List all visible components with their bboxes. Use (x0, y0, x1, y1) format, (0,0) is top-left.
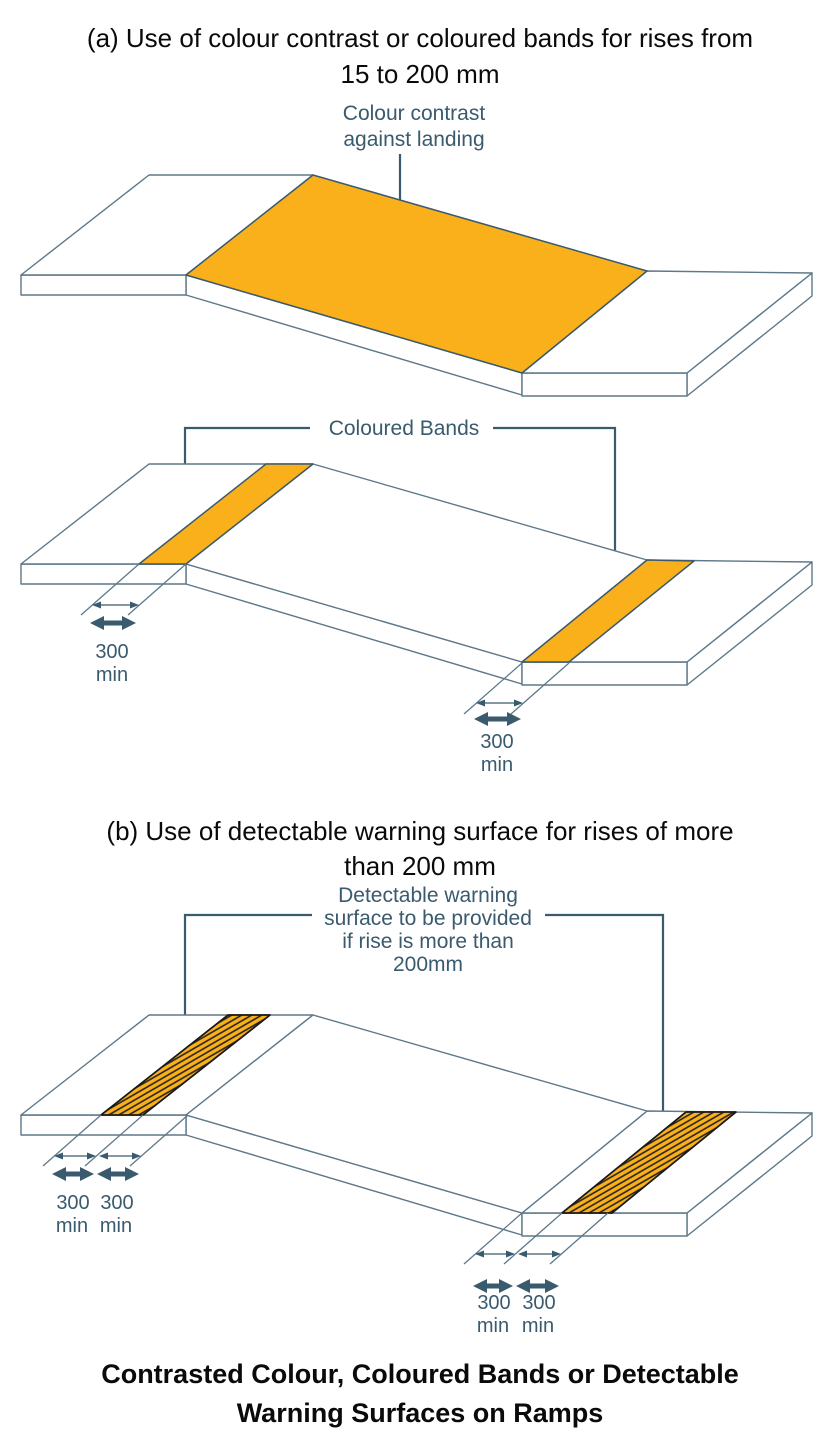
extension-line (42, 1114, 102, 1167)
thick-double-arrow-icon (516, 1279, 559, 1293)
warning-label-line1: Detectable warning (338, 884, 518, 907)
section-a-title-line2: 15 to 200 mm (341, 59, 500, 89)
warning-label-line2: surface to be provided (324, 907, 532, 930)
thick-double-arrow-icon (52, 1167, 94, 1181)
extension-line (129, 1114, 189, 1167)
thin-double-arrow-icon (99, 1152, 141, 1160)
left-landing-front-face (20, 274, 187, 296)
dimension-qualifier: min (100, 1215, 132, 1237)
warning-band-right-hatch (561, 1111, 737, 1214)
coloured-band-right (521, 559, 695, 663)
dimension-qualifier: min (522, 1315, 554, 1337)
dimension-qualifier: min (481, 754, 513, 776)
diagram-detectable-warning: Detectable warning surface to be provide… (20, 884, 813, 1337)
extension-line (510, 662, 570, 715)
thin-double-arrow-icon (54, 1152, 96, 1160)
section-b-title-line1: (b) Use of detectable warning surface fo… (106, 816, 733, 846)
extension-line (463, 1212, 523, 1265)
thick-double-arrow-icon (90, 616, 136, 630)
right-landing-front-face (521, 661, 688, 686)
thin-double-arrow-icon (476, 699, 523, 707)
ramp-surface-colour-contrast (185, 174, 648, 374)
warning-label-line3: if rise is more than (342, 930, 514, 953)
dimension-qualifier: min (477, 1315, 509, 1337)
extension-line (80, 563, 140, 616)
section-b-title: (b) Use of detectable warning surface fo… (106, 816, 733, 881)
diagram-colour-contrast: Colour contrast against landing (20, 102, 813, 397)
warning-label-line4: 200mm (393, 953, 463, 976)
section-b-title-line2: than 200 mm (344, 851, 496, 881)
dimension-left: 300 300 min min (42, 1114, 189, 1237)
thick-double-arrow-icon (97, 1167, 139, 1181)
thin-double-arrow-icon (475, 1250, 515, 1258)
colour-contrast-label-line1: Colour contrast (343, 102, 486, 125)
caption-line1: Contrasted Colour, Coloured Bands or Det… (101, 1359, 739, 1389)
dimension-right: 300 min (463, 662, 570, 776)
dimension-value: 300 (480, 731, 513, 753)
dimension-value: 300 (477, 1292, 510, 1314)
extension-line (503, 1212, 563, 1265)
thin-double-arrow-icon (92, 601, 139, 609)
extension-line (549, 1212, 609, 1265)
leader-line-right (493, 426, 617, 583)
right-landing-front-face (521, 372, 688, 397)
extension-line (127, 563, 187, 616)
dimension-right: 300 300 min min (463, 1212, 609, 1337)
coloured-bands-label: Coloured Bands (329, 417, 480, 440)
left-landing-front-face (20, 1114, 187, 1136)
left-landing-front-face (20, 563, 187, 585)
dimension-value: 300 (56, 1192, 89, 1214)
diagram-coloured-bands: Coloured Bands (20, 417, 813, 776)
dimension-qualifier: min (96, 664, 128, 686)
extension-line (84, 1114, 144, 1167)
dimension-qualifier: min (56, 1215, 88, 1237)
leader-line-right (545, 913, 665, 1131)
dimension-value: 300 (100, 1192, 133, 1214)
dimension-left: 300 min (80, 563, 187, 686)
dimension-value: 300 (95, 641, 128, 663)
extension-line (463, 662, 523, 715)
colour-contrast-label-line2: against landing (343, 128, 484, 151)
figure-caption: Contrasted Colour, Coloured Bands or Det… (101, 1359, 739, 1428)
leader-line-left (183, 913, 312, 1040)
caption-line2: Warning Surfaces on Ramps (237, 1398, 604, 1428)
section-a-title-line1: (a) Use of colour contrast or coloured b… (87, 23, 753, 53)
section-a-title: (a) Use of colour contrast or coloured b… (87, 23, 753, 89)
thick-double-arrow-icon (474, 712, 521, 726)
thin-double-arrow-icon (518, 1250, 561, 1258)
dimension-value: 300 (522, 1292, 555, 1314)
thick-double-arrow-icon (473, 1279, 513, 1293)
